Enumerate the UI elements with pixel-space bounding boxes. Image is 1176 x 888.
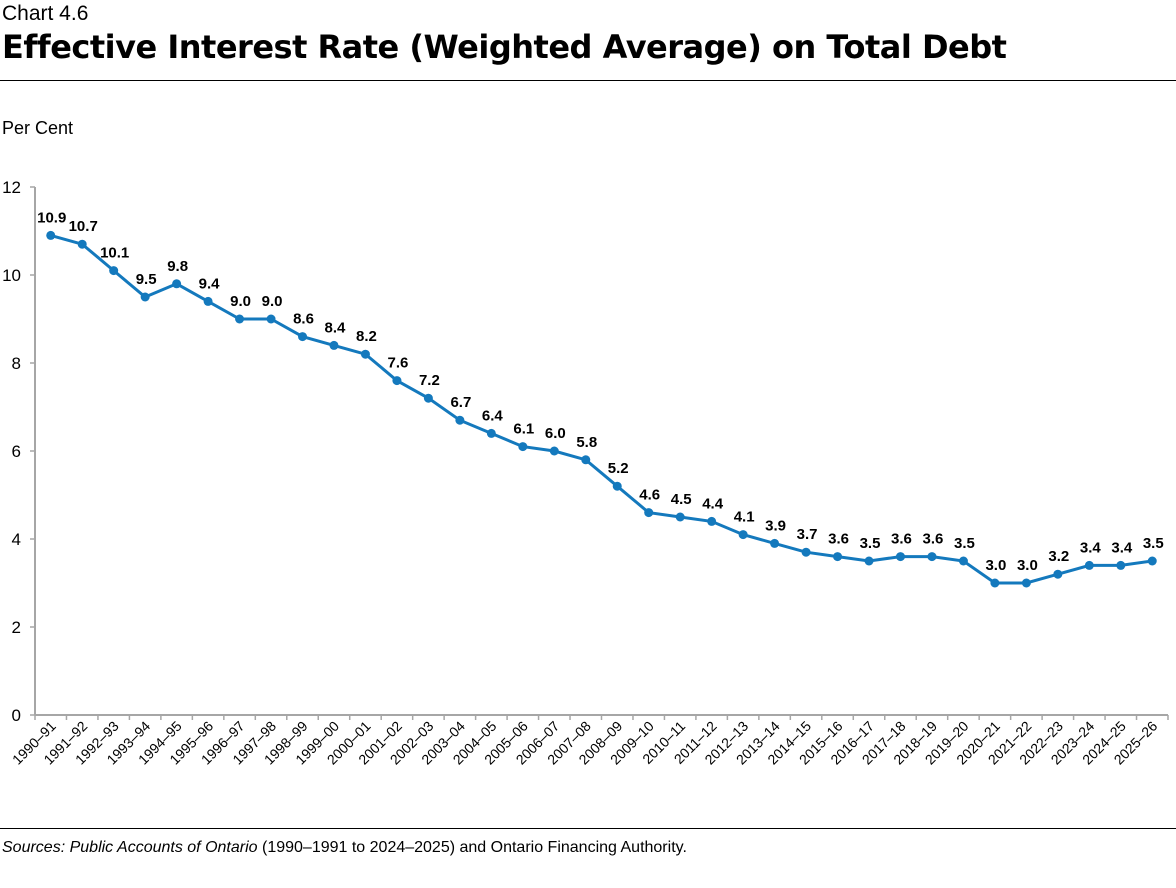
data-label: 3.4 — [1111, 539, 1133, 556]
data-point — [140, 292, 150, 302]
data-label: 3.6 — [828, 531, 849, 548]
data-point — [1147, 556, 1157, 566]
data-label: 9.0 — [262, 293, 283, 310]
data-label: 5.2 — [608, 460, 629, 477]
data-point — [581, 455, 591, 465]
data-label: 3.0 — [1017, 557, 1038, 574]
source-note: Sources: Public Accounts of Ontario (199… — [2, 839, 687, 857]
data-point — [1053, 569, 1063, 579]
data-label: 3.6 — [891, 531, 912, 548]
data-line — [50, 233, 1153, 585]
data-label: 7.6 — [388, 355, 409, 372]
data-point — [486, 428, 496, 438]
data-point — [1116, 560, 1126, 570]
data-point — [392, 376, 402, 386]
data-point — [266, 314, 276, 324]
data-label: 9.4 — [199, 275, 221, 292]
data-point — [423, 393, 433, 403]
data-label: 10.9 — [37, 209, 66, 226]
data-point — [172, 279, 182, 289]
data-label: 3.9 — [765, 517, 786, 534]
data-label: 3.4 — [1080, 539, 1102, 556]
source-rest: (1990–1991 to 2024–2025) and Ontario Fin… — [257, 839, 687, 856]
data-label: 4.6 — [639, 487, 660, 504]
data-point — [833, 552, 843, 562]
y-tick-label: 12 — [2, 178, 21, 197]
data-point — [329, 340, 339, 350]
data-label: 5.8 — [576, 434, 597, 451]
data-label: 3.2 — [1048, 548, 1069, 565]
data-label: 3.7 — [797, 526, 818, 543]
data-point — [203, 296, 213, 306]
data-label: 9.0 — [230, 293, 251, 310]
data-point — [77, 239, 87, 249]
data-point — [801, 547, 811, 557]
data-label: 3.5 — [1143, 535, 1164, 552]
data-point — [235, 314, 245, 324]
data-label: 9.8 — [167, 258, 188, 275]
y-axis-label: Per Cent — [2, 118, 74, 138]
data-point — [958, 556, 968, 566]
chart-number: Chart 4.6 — [2, 2, 89, 25]
data-label: 3.5 — [954, 535, 975, 552]
data-label: 10.7 — [69, 218, 98, 235]
data-point — [927, 552, 937, 562]
data-point — [612, 481, 622, 491]
data-point — [549, 446, 559, 456]
source-italic: Public Accounts of Ontario — [69, 839, 258, 856]
data-point — [1084, 560, 1094, 570]
y-tick-label: 6 — [12, 442, 21, 461]
data-label: 4.1 — [734, 509, 755, 526]
source-prefix: Sources: — [2, 839, 70, 856]
data-label: 6.1 — [513, 421, 534, 438]
data-label: 3.6 — [923, 531, 944, 548]
data-point — [738, 530, 748, 540]
data-label: 3.0 — [985, 557, 1006, 574]
data-label: 6.4 — [482, 407, 504, 424]
data-point — [46, 230, 56, 240]
y-tick-label: 4 — [12, 530, 21, 549]
y-tick-label: 8 — [12, 354, 21, 373]
data-point — [1021, 578, 1031, 588]
data-point — [770, 538, 780, 548]
data-point — [895, 552, 905, 562]
data-label: 8.6 — [293, 311, 314, 328]
data-point — [360, 349, 370, 359]
data-label: 7.2 — [419, 372, 440, 389]
y-tick-label: 2 — [12, 618, 21, 637]
data-point — [990, 578, 1000, 588]
data-label: 8.2 — [356, 328, 377, 345]
data-point — [298, 332, 308, 342]
data-label: 6.7 — [450, 394, 471, 411]
data-point — [675, 512, 685, 522]
data-label: 6.0 — [545, 425, 566, 442]
data-label: 4.4 — [702, 495, 724, 512]
title-divider — [0, 80, 1176, 81]
data-point — [518, 442, 528, 452]
data-point — [455, 415, 465, 425]
data-point — [864, 556, 874, 566]
data-label: 8.4 — [325, 319, 347, 336]
data-label: 4.5 — [671, 491, 692, 508]
data-point — [109, 266, 119, 276]
data-point — [644, 508, 654, 518]
data-label: 3.5 — [860, 535, 881, 552]
y-tick-label: 0 — [12, 706, 21, 725]
chart-title: Effective Interest Rate (Weighted Averag… — [2, 28, 1007, 66]
data-label: 10.1 — [100, 245, 129, 262]
source-divider — [0, 828, 1176, 829]
data-label: 9.5 — [136, 271, 157, 288]
y-tick-label: 10 — [2, 266, 21, 285]
data-point — [707, 516, 717, 526]
